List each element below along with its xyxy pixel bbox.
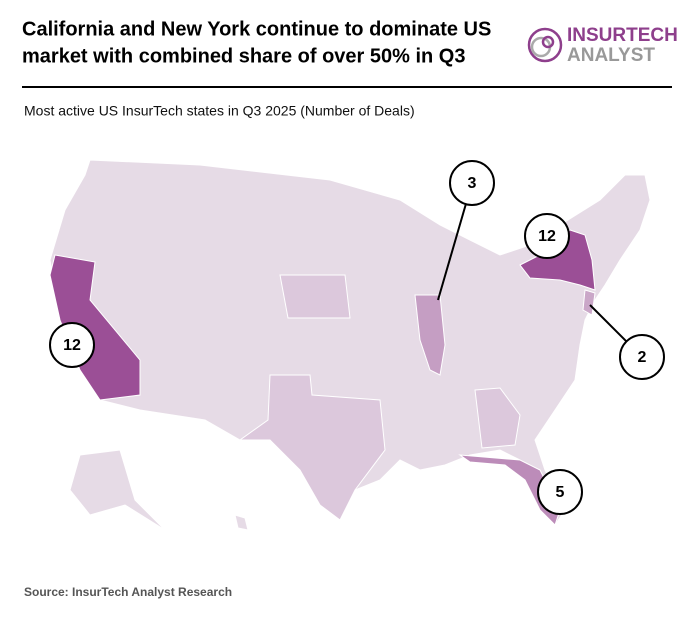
state-shape <box>458 454 561 526</box>
callout-value: 2 <box>638 349 647 366</box>
callout-circle <box>524 213 570 259</box>
callout-circle <box>449 160 495 206</box>
title-line: California and New York continue to domi… <box>22 18 491 40</box>
georgia-region <box>474 387 521 449</box>
callout-circle <box>619 334 665 380</box>
state-shape <box>49 254 141 401</box>
texas-region <box>238 374 386 521</box>
callout-circle <box>537 469 583 515</box>
logo-bottom: ANALYST <box>567 45 655 66</box>
callout-circle <box>49 322 95 368</box>
logo-top: INSURTECH <box>567 25 678 46</box>
callout-value: 12 <box>63 337 81 354</box>
callout-value: 5 <box>556 484 565 501</box>
colorado-region <box>279 274 351 319</box>
callout-value: 3 <box>468 175 477 192</box>
hawaii <box>234 514 249 531</box>
state-shape <box>582 289 596 316</box>
highlighted-states <box>49 229 596 526</box>
alaska <box>69 449 166 531</box>
source: Source: InsurTech Analyst Research <box>24 585 232 599</box>
logo-icon <box>527 27 563 63</box>
subtitle: Most active US InsurTech states in Q3 20… <box>24 103 415 119</box>
title-line: market with combined share of over 50% i… <box>22 45 465 67</box>
map <box>49 159 651 531</box>
callouts: 12 12 3 2 5 <box>49 160 665 515</box>
callout-value: 12 <box>538 228 556 245</box>
